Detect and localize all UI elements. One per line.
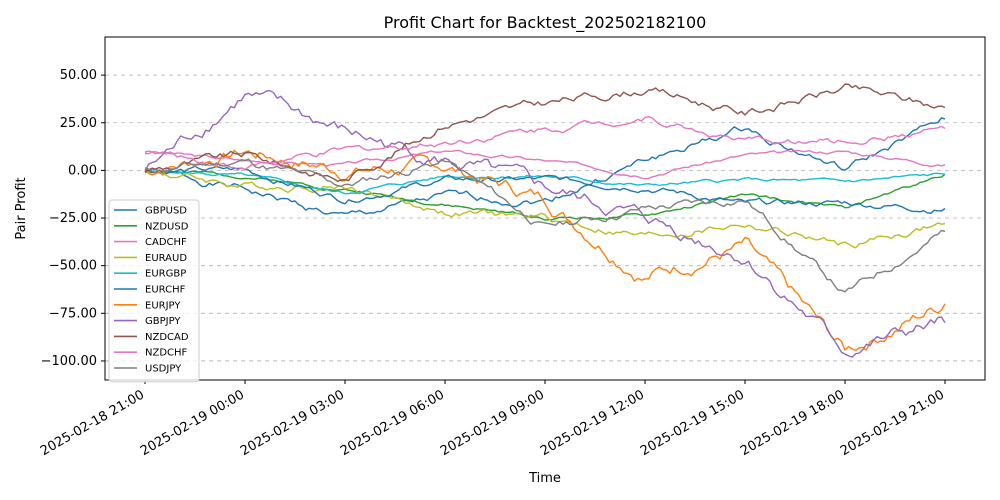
x-tick-label: 2025-02-19 06:00 — [338, 387, 447, 459]
x-tick-label: 2025-02-19 21:00 — [838, 387, 947, 459]
x-axis-title: Time — [528, 471, 561, 486]
legend-label: GBPUSD — [145, 206, 187, 217]
grid-layer — [105, 74, 985, 362]
series-line-eurchf — [144, 165, 946, 214]
chart-title: Profit Chart for Backtest_202502182100 — [384, 13, 707, 33]
series-line-nzdcad — [144, 83, 946, 183]
y-tick-label: 0.00 — [68, 163, 97, 178]
y-tick-label: −25.00 — [49, 211, 97, 226]
legend-label: GBPJPY — [145, 316, 181, 327]
legend-label: EURAUD — [145, 253, 187, 264]
legend-label: EURJPY — [145, 300, 181, 311]
y-tick-label: −100.00 — [41, 354, 97, 369]
y-tick-label: −50.00 — [49, 259, 97, 274]
legend: GBPUSD NZDUSD CADCHF EURAUD EURGBP EURCHF EURJ… — [108, 199, 200, 383]
series-line-usdjpy — [144, 158, 946, 293]
series-line-euraud — [144, 170, 946, 249]
series-line-eurgbp — [144, 168, 946, 195]
legend-label: EURCHF — [145, 285, 186, 296]
series-line-nzdchf — [144, 116, 946, 171]
legend-label: NZDCHF — [145, 348, 188, 359]
y-tick-label: 25.00 — [60, 116, 97, 131]
legend-label: NZDUSD — [145, 221, 189, 232]
legend-label: EURGBP — [145, 269, 186, 280]
x-tick-label: 2025-02-18 21:00 — [38, 387, 147, 459]
series-line-cadchf — [144, 149, 946, 180]
plot-frame — [104, 36, 986, 381]
y-axis-title: Pair Profit — [14, 177, 29, 239]
series-line-gbpusd — [144, 117, 946, 215]
legend-label: NZDCAD — [145, 332, 189, 343]
x-tick-label: 2025-02-19 15:00 — [638, 387, 747, 459]
y-tick-label: 50.00 — [60, 68, 97, 83]
x-tick-label: 2025-02-19 18:00 — [738, 387, 847, 459]
x-tick-label: 2025-02-19 12:00 — [538, 387, 647, 459]
x-tick-label: 2025-02-19 00:00 — [138, 387, 247, 459]
series-line-eurjpy — [144, 149, 946, 352]
legend-label: CADCHF — [145, 237, 187, 248]
series-layer — [144, 83, 946, 358]
x-tick-label: 2025-02-19 09:00 — [438, 387, 547, 459]
y-tick-label: −75.00 — [49, 306, 97, 321]
x-tick-label: 2025-02-19 03:00 — [238, 387, 347, 459]
series-line-gbpjpy — [144, 90, 946, 358]
y-axis: 50.00 25.00 0.00 −25.00 −50.00 −75.00 −100.00 — [41, 68, 105, 369]
legend-label: USDJPY — [145, 364, 182, 375]
